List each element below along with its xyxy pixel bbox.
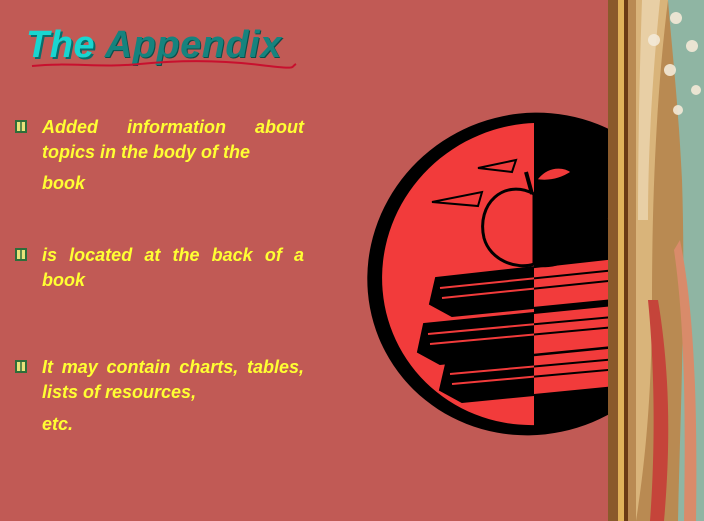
bullet-text: is located at the back of a book (42, 243, 304, 293)
title-word-the: The (26, 24, 96, 66)
bullet-line: tables, lists of resources, (42, 357, 304, 402)
bullet-line: book (42, 173, 85, 193)
bullet-text: It may contain charts, tables, lists of … (42, 355, 304, 437)
bullet-item: Added information about topics in the bo… (14, 115, 304, 196)
bullet-line: is located at the back of a (42, 245, 304, 265)
bullet-line: It may contain charts, (42, 357, 239, 377)
decorative-side-border (608, 0, 704, 521)
slide-title: The Appendix (26, 24, 282, 67)
book-bullet-icon (15, 120, 27, 133)
bullet-text: Added information about topics in the bo… (42, 115, 304, 196)
bullet-item: It may contain charts, tables, lists of … (14, 355, 304, 437)
bullet-line: topics in the body of the (42, 142, 250, 162)
bullet-line: etc. (42, 414, 74, 434)
book-bullet-icon (15, 360, 27, 373)
book-bullet-icon (15, 248, 27, 261)
title-word-appendix: Appendix (104, 24, 282, 66)
title-squiggle-underline (31, 60, 297, 69)
bullet-line: book (42, 270, 85, 290)
bullet-line: Added information about (42, 117, 304, 137)
bullet-item: is located at the back of a book (14, 243, 304, 293)
